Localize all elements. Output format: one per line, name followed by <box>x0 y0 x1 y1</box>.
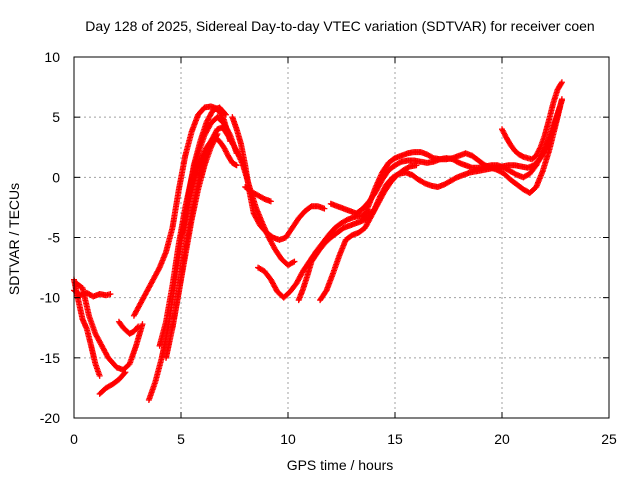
data-point <box>222 110 229 117</box>
data-point <box>96 372 103 379</box>
series-arc-13 <box>220 126 298 269</box>
chart-title: Day 128 of 2025, Sidereal Day-to-day VTE… <box>85 18 594 34</box>
data-point <box>155 265 162 272</box>
x-tick-label: 25 <box>601 431 617 447</box>
data-point <box>558 79 565 86</box>
y-tick-label: -10 <box>40 290 60 306</box>
series-arc-6 <box>130 103 234 319</box>
series-arc-4 <box>96 369 129 397</box>
y-tick-label: -15 <box>40 350 60 366</box>
data-point <box>139 321 146 328</box>
y-tick-label: 5 <box>52 109 60 125</box>
data-point <box>233 162 240 169</box>
series-arc-5 <box>115 318 142 337</box>
y-tick-label: -5 <box>48 230 61 246</box>
data-point <box>222 111 229 118</box>
series-arc-20 <box>370 104 563 215</box>
data-points <box>71 79 565 403</box>
series-arc-21 <box>499 79 565 163</box>
data-point <box>558 96 565 103</box>
y-tick-label: 10 <box>44 49 60 65</box>
y-tick-label: -20 <box>40 410 60 426</box>
series-arc-10 <box>169 131 221 331</box>
x-tick-label: 0 <box>70 431 78 447</box>
x-tick-label: 20 <box>494 431 510 447</box>
data-point <box>121 370 128 377</box>
data-point <box>135 323 142 330</box>
data-point <box>556 104 563 111</box>
y-tick-label: 0 <box>52 169 60 185</box>
x-tick-label: 10 <box>280 431 296 447</box>
x-tick-label: 5 <box>177 431 185 447</box>
data-point <box>214 131 221 138</box>
y-axis-label: SDTVAR / TECUs <box>6 183 22 295</box>
data-point <box>122 369 129 376</box>
axis-ticks: 0 5 10 15 20 25 -20 -15 -10 -5 0 5 10 <box>40 49 617 447</box>
series-arc-16 <box>295 214 373 304</box>
data-point <box>291 258 298 265</box>
data-point <box>543 144 550 151</box>
series-arc-14 <box>242 183 274 205</box>
data-point <box>558 80 565 87</box>
series-arc-3 <box>73 280 146 373</box>
x-axis-label: GPS time / hours <box>287 457 394 473</box>
data-point <box>134 324 141 331</box>
x-tick-label: 15 <box>387 431 403 447</box>
data-point <box>267 198 274 205</box>
data-point <box>290 259 297 266</box>
series-arc-11 <box>178 134 240 241</box>
data-point <box>107 291 114 298</box>
data-point <box>321 205 328 212</box>
